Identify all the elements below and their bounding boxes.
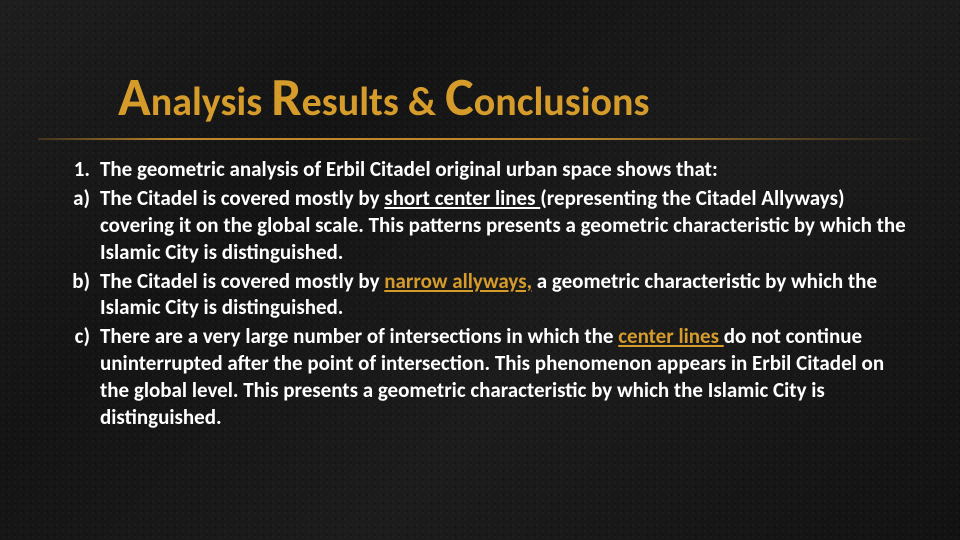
list-item-marker: c) [60, 323, 94, 431]
list-item-text: The geometric analysis of Erbil Citadel … [100, 156, 915, 183]
title-word-3: onclusions [474, 77, 650, 126]
title-underline-rule [38, 138, 938, 140]
content-list: 1.The geometric analysis of Erbil Citade… [60, 156, 915, 431]
title-amp: & [408, 77, 436, 126]
list-item: b)The Citadel is covered mostly by narro… [60, 268, 915, 322]
underlined-text: narrow allyways, [384, 268, 532, 294]
slide-body: 1.The geometric analysis of Erbil Citade… [60, 156, 915, 433]
text-segment: The Citadel is covered mostly by [100, 185, 384, 211]
list-item: c)There are a very large number of inter… [60, 323, 915, 431]
list-item-text: There are a very large number of interse… [100, 323, 915, 431]
slide: Analysis Results & Conclusions 1.The geo… [0, 0, 960, 540]
underlined-text: short center lines [384, 185, 540, 211]
title-cap-2: R [271, 64, 301, 130]
list-item-marker: a) [60, 185, 94, 266]
list-item: a)The Citadel is covered mostly by short… [60, 185, 915, 266]
underlined-text: center lines [618, 323, 724, 349]
text-segment: The Citadel is covered mostly by [100, 268, 384, 294]
list-item-text: The Citadel is covered mostly by short c… [100, 185, 915, 266]
title-word-1: nalysis [151, 77, 262, 126]
list-item-marker: 1. [60, 156, 94, 183]
title-cap-1: A [118, 64, 151, 130]
text-segment: There are a very large number of interse… [100, 323, 618, 349]
title-word-2: esults [302, 77, 399, 126]
title-cap-3: C [445, 64, 474, 130]
slide-title: Analysis Results & Conclusions [118, 70, 649, 124]
list-item-text: The Citadel is covered mostly by narrow … [100, 268, 915, 322]
list-item: 1.The geometric analysis of Erbil Citade… [60, 156, 915, 183]
list-item-marker: b) [60, 268, 94, 322]
text-segment: The geometric analysis of Erbil Citadel … [100, 156, 718, 182]
